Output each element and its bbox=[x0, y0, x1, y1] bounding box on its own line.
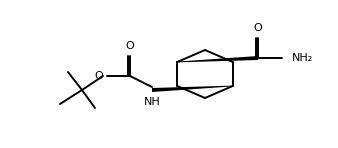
Text: O: O bbox=[126, 41, 135, 51]
Text: NH₂: NH₂ bbox=[292, 53, 313, 63]
Text: O: O bbox=[254, 23, 262, 33]
Polygon shape bbox=[177, 56, 258, 62]
Polygon shape bbox=[152, 86, 233, 92]
Text: NH: NH bbox=[144, 97, 160, 107]
Text: O: O bbox=[94, 71, 103, 81]
